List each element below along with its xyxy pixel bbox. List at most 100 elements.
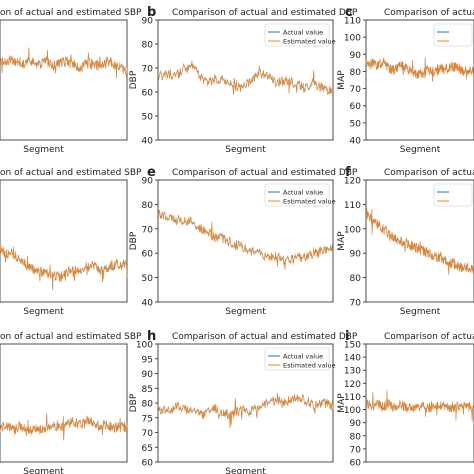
y-tick-label: 80 [142,400,154,410]
y-tick-label: 50 [142,113,154,123]
y-tick-label: 60 [142,89,154,99]
panel-letter: b [147,5,156,20]
series-line-actual [157,209,334,270]
y-tick-label: 70 [350,85,362,95]
y-tick-label: 100 [136,341,153,351]
chart-panel-6: 70 80 90 100 110 120 MAP Segment f Comparison of … [337,165,474,317]
y-axis-label: DBP [129,231,139,250]
legend-box [264,23,330,47]
chart-panel-2: 40 50 60 70 80 90 DBP Segment b Comparison of act… [129,5,358,155]
panel-letter: f [345,165,351,180]
y-tick-label: 150 [344,341,361,351]
x-axis-label: Segment [23,145,64,155]
y-tick-label: 120 [344,380,361,390]
y-tick-label: 90 [142,17,154,27]
y-axis-label: DBP [129,393,139,412]
x-axis-label: Segment [225,145,266,155]
y-tick-label: 110 [344,17,361,27]
y-tick-label: 95 [142,355,153,365]
panel-letter: i [345,329,349,344]
series-line-estimated [0,412,128,441]
y-tick-label: 130 [344,367,361,377]
chart-title: on of actual and estimated SBP [0,168,142,178]
y-tick-label: 60 [350,459,362,469]
chart-panel-5: 40 50 60 70 80 90 DBP Segment e Comparison of act… [129,165,358,317]
panel-letter: e [147,165,156,180]
plot-frame [0,19,128,141]
y-tick-label: 80 [142,41,154,51]
series-line-estimated [365,57,474,81]
chart-panel-8: 60 65 70 75 80 85 90 95 100 DBP Segment h Comparison… [129,329,358,474]
y-tick-label: 100 [344,406,361,416]
series-line-estimated [0,246,128,290]
y-tick-label: 90 [350,51,362,61]
y-tick-label: 60 [142,459,154,469]
x-axis-label: Segment [400,145,441,155]
plot-frame [0,179,128,303]
legend-box [433,23,473,47]
y-tick-label: 40 [142,299,154,309]
y-tick-label: 140 [344,354,361,364]
chart-panel-7: Segment on of actual and estimated SBP [0,332,142,474]
x-axis-label: Segment [225,307,266,317]
y-tick-label: 85 [142,385,153,395]
chart-title: Comparison of actual and es [384,8,474,18]
legend-box [264,347,330,371]
chart-title: Comparison of actual and estimated DBP [172,8,358,18]
legend-label: Estimated value [283,362,336,370]
series-line-estimated [157,209,334,270]
y-tick-label: 60 [142,250,154,260]
y-tick-label: 80 [350,432,362,442]
y-tick-label: 80 [142,201,154,211]
y-axis-label: MAP [337,70,347,90]
y-tick-label: 100 [344,225,361,235]
panel-letter: c [345,5,353,20]
y-tick-label: 70 [350,299,362,309]
y-tick-label: 70 [142,65,154,75]
y-tick-label: 90 [142,370,154,380]
y-tick-label: 40 [350,137,362,147]
y-tick-label: 40 [142,137,154,147]
y-tick-label: 65 [142,444,153,454]
y-tick-label: 110 [344,201,361,211]
legend-label: Estimated value [283,198,336,206]
y-axis-label: MAP [337,231,347,251]
chart-panel-3: 40 50 60 70 80 90 100 110 MAP Segment c Comparison … [337,5,474,155]
series-line-estimated [365,207,474,276]
y-axis-label: DBP [129,70,139,89]
legend-box [433,183,473,207]
y-axis-label: MAP [337,393,347,413]
y-tick-label: 90 [142,177,154,187]
y-tick-label: 70 [350,445,362,455]
chart-panel-1: Segment on of actual and estimated SBP [0,8,142,155]
legend-label: Estimated value [283,38,336,46]
panel-letter: h [147,329,156,344]
series-line-actual [0,246,128,291]
x-axis-label: Segment [400,307,441,317]
chart-title: Comparison of actual and estimated DBP [172,332,358,342]
y-tick-label: 110 [344,393,361,403]
y-tick-label: 70 [142,429,154,439]
plot-frame [0,343,128,463]
y-tick-label: 80 [350,274,362,284]
y-tick-label: 90 [350,419,362,429]
x-axis-label: Segment [23,307,64,317]
y-tick-label: 75 [142,414,153,424]
chart-panel-4: Segment on of actual and estimated SBP [0,168,142,317]
legend-label: Actual value [283,353,323,361]
plot-frame [157,19,334,141]
series-line-estimated [157,61,334,96]
series-line-estimated [365,391,474,421]
series-line-estimated [157,393,334,428]
x-axis-label: Segment [23,467,64,474]
chart-title: on of actual and estimated SBP [0,8,142,18]
chart-title: Comparison of actual and es [384,168,474,178]
chart-title: Comparison of actual and estimated DBP [172,168,358,178]
legend-box [264,183,330,207]
y-tick-label: 80 [350,68,362,78]
chart-panel-9: 60 70 80 90 100 110 120 130 140 150 MAP i Comparison… [337,329,474,469]
series-line-estimated [0,47,128,79]
chart-title: on of actual and estimated SBP [0,332,142,342]
y-tick-label: 120 [344,177,361,187]
